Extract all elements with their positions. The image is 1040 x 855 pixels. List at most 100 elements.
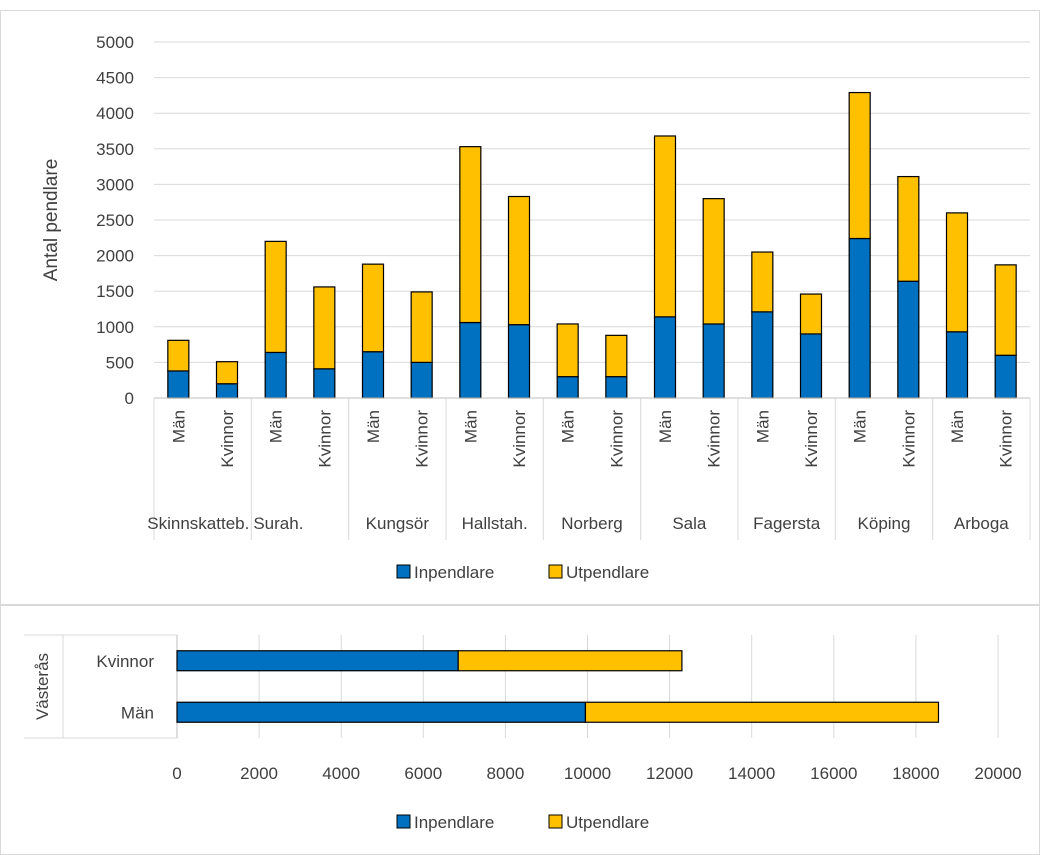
category-label: Män <box>559 410 578 443</box>
bar-inpendlare <box>799 333 823 399</box>
group-label: Arboga <box>954 514 1009 533</box>
bar-inpendlare <box>176 650 459 672</box>
legend-swatch <box>396 814 411 829</box>
bar-utpendlare <box>848 91 871 240</box>
bar-inpendlare <box>556 376 579 399</box>
y-tick-label: 500 <box>106 353 134 372</box>
group-label: Surah. <box>253 514 303 533</box>
category-label: Män <box>267 410 286 443</box>
legend-label: Inpendlare <box>414 813 494 832</box>
category-label: Kvinnor <box>218 410 237 468</box>
legend-swatch <box>548 814 563 829</box>
chart-area-border <box>0 605 1040 855</box>
legend-label: Inpendlare <box>414 563 494 582</box>
group-label: Kungsör <box>366 514 430 533</box>
bar-utpendlare <box>751 251 774 313</box>
bar-inpendlare <box>264 351 287 399</box>
y-tick-label: 3000 <box>96 175 134 194</box>
category-label: Män <box>656 410 675 443</box>
group-label: Köping <box>858 514 911 533</box>
bar-utpendlare <box>653 135 677 318</box>
bar-utpendlare <box>457 650 683 672</box>
x-tick-label: 6000 <box>404 764 442 783</box>
y-tick-label: 3500 <box>96 140 134 159</box>
x-tick-label: 14000 <box>728 764 775 783</box>
y-tick-label: 2500 <box>96 211 134 230</box>
category-label: Kvinnor <box>510 410 529 468</box>
category-label: Kvinnor <box>96 652 154 671</box>
y-tick-label: 1500 <box>96 282 134 301</box>
bar-utpendlare <box>605 334 628 378</box>
bar-utpendlare <box>264 240 287 354</box>
x-tick-label: 20000 <box>974 764 1021 783</box>
x-tick-label: 18000 <box>892 764 939 783</box>
y-tick-label: 5000 <box>96 33 134 52</box>
category-label: Kvinnor <box>705 410 724 468</box>
bar-utpendlare <box>313 286 336 370</box>
bar-inpendlare <box>653 316 677 399</box>
bar-utpendlare <box>897 175 920 282</box>
x-tick-label: 10000 <box>564 764 611 783</box>
group-label: Skinnskatteb. <box>147 514 249 533</box>
bar-inpendlare <box>361 351 385 399</box>
category-label: Kvinnor <box>997 410 1016 468</box>
group-label: Hallstah. <box>462 514 528 533</box>
stacked-bar-chart-vasteras: 0 2000 4000 6000 8000 10000 12000 14000 16000 180… <box>0 605 1040 855</box>
legend-label: Utpendlare <box>566 563 649 582</box>
bar-utpendlare <box>507 195 531 326</box>
stacked-column-chart: 0 500 1000 1500 2000 2500 3000 3500 4000 4500 5000… <box>0 10 1040 605</box>
bar-inpendlare <box>459 321 482 399</box>
bar-utpendlare <box>361 263 385 353</box>
group-label: Fagersta <box>753 514 821 533</box>
category-label: Män <box>364 410 383 443</box>
bar-utpendlare <box>556 323 579 378</box>
x-tick-label: 0 <box>172 764 181 783</box>
bar-inpendlare <box>897 280 920 399</box>
category-label: Kvinnor <box>315 410 334 468</box>
bar-utpendlare <box>702 198 725 325</box>
group-label: Norberg <box>561 514 622 533</box>
category-label: Män <box>461 410 480 443</box>
legend-swatch <box>396 564 411 579</box>
category-label: Män <box>753 410 772 443</box>
bar-inpendlare <box>751 311 774 399</box>
y-axis-label: Antal pendlare <box>41 159 62 282</box>
category-label: Kvinnor <box>607 410 626 468</box>
category-label: Kvinnor <box>413 410 432 468</box>
bar-inpendlare <box>507 324 531 399</box>
y-tick-label: 1000 <box>96 318 134 337</box>
x-tick-label: 12000 <box>646 764 693 783</box>
category-label: Män <box>169 410 188 443</box>
bar-utpendlare <box>410 291 433 363</box>
y-tick-label: 4500 <box>96 69 134 88</box>
bar-inpendlare <box>176 701 587 723</box>
group-label: Västerås <box>33 653 52 720</box>
bar-inpendlare <box>702 323 725 399</box>
bar-utpendlare <box>945 212 969 333</box>
category-label: Män <box>851 410 870 443</box>
bar-utpendlare <box>994 264 1017 356</box>
x-tick-label: 4000 <box>322 764 360 783</box>
bar-inpendlare <box>410 361 433 399</box>
x-tick-label: 8000 <box>486 764 524 783</box>
y-tick-label: 2000 <box>96 247 134 266</box>
category-label: Kvinnor <box>802 410 821 468</box>
bar-inpendlare <box>945 331 969 399</box>
bar-inpendlare <box>994 354 1017 399</box>
legend-label: Utpendlare <box>566 813 649 832</box>
y-tick-label: 0 <box>125 389 134 408</box>
bar-utpendlare <box>799 293 823 335</box>
bar-inpendlare <box>605 376 628 399</box>
bar-inpendlare <box>215 383 239 399</box>
category-label: Män <box>121 703 154 722</box>
group-label: Sala <box>672 514 707 533</box>
category-label: Män <box>948 410 967 443</box>
category-label: Kvinnor <box>899 410 918 468</box>
bar-inpendlare <box>167 370 190 399</box>
legend-swatch <box>548 564 563 579</box>
bar-utpendlare <box>459 146 482 324</box>
y-tick-label: 4000 <box>96 104 134 123</box>
x-tick-label: 2000 <box>240 764 278 783</box>
bar-utpendlare <box>167 339 190 372</box>
